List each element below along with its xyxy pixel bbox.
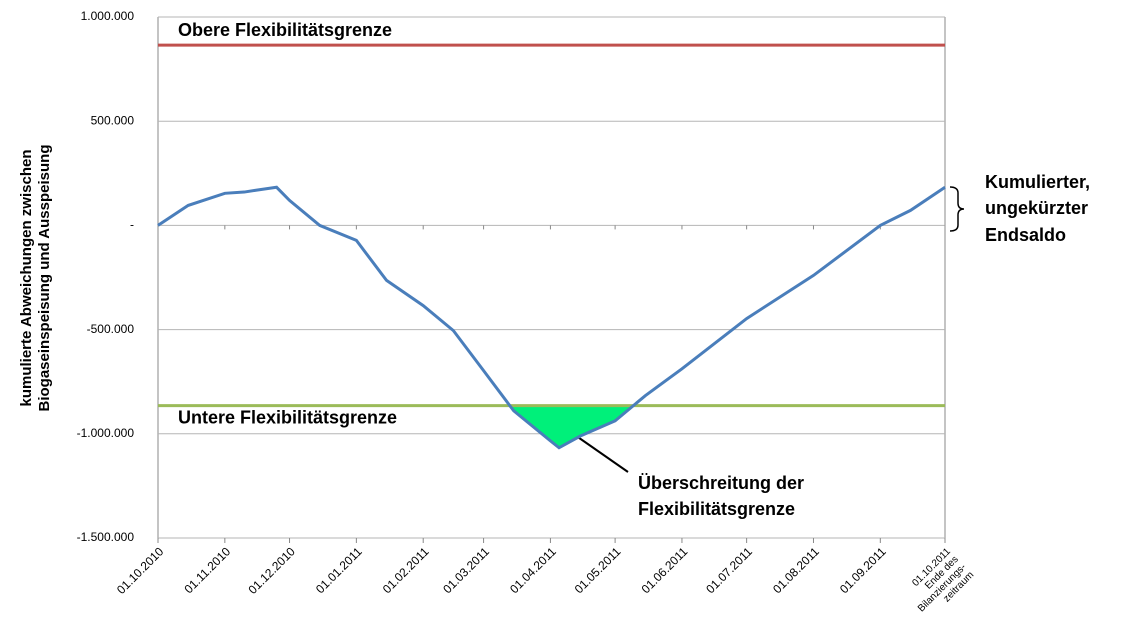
x-tick-label-text: 01.07.2011 <box>703 544 755 596</box>
limit-label: Obere Flexibilitätsgrenze <box>178 20 392 40</box>
x-tick-label: 01.08.2011 <box>770 544 822 596</box>
x-tick-label-text: 01.03.2011 <box>440 544 492 596</box>
x-tick-label: 01.04.2011 <box>507 544 559 596</box>
y-tick-label: - <box>130 218 134 232</box>
x-tick-label-text: 01.04.2011 <box>507 544 559 596</box>
annotation: ungekürzter <box>985 198 1088 218</box>
x-tick-label: 01.03.2011 <box>440 544 492 596</box>
x-tick-label: 01.01.2011 <box>313 544 365 596</box>
x-tick-label: 01.10.2010 <box>114 544 167 597</box>
y-tick-label: -1.500.000 <box>77 530 135 544</box>
x-tick-label-text: 01.10.2010 <box>114 544 167 597</box>
x-tick-label: 01.09.2011 <box>837 544 889 596</box>
exceed-area <box>509 405 634 448</box>
x-tick-label: 01.11.2010 <box>181 544 233 596</box>
x-tick-label: 01.05.2011 <box>572 544 624 596</box>
x-tick-label-text: 01.02.2011 <box>380 544 432 596</box>
x-tick-label: 01.06.2011 <box>639 544 691 596</box>
y-axis-title-line: kumulierte Abweichungen zwischen <box>18 150 35 407</box>
x-tick-label: 01.02.2011 <box>380 544 432 596</box>
y-tick-label: 500.000 <box>91 113 135 127</box>
x-tick-label-text: 01.09.2011 <box>837 544 889 596</box>
x-tick-label-text: 01.01.2011 <box>313 544 365 596</box>
limit-label: Untere Flexibilitätsgrenze <box>178 407 397 427</box>
x-tick-label-text: 01.11.2010 <box>181 544 233 596</box>
annotation: Flexibilitätsgrenze <box>638 499 795 519</box>
x-tick-label-text: 01.06.2011 <box>639 544 691 596</box>
y-tick-label: -1.000.000 <box>77 426 135 440</box>
x-tick-label: 01.12.2010 <box>246 544 299 597</box>
annotation: Kumulierter, <box>985 172 1090 192</box>
y-tick-label: -500.000 <box>87 322 135 336</box>
y-axis-title-line: Biogaseinspeisung und Ausspeisung <box>36 145 53 412</box>
annotation: Überschreitung der <box>638 473 804 493</box>
y-tick-label: 1.000.000 <box>81 9 135 23</box>
x-tick-label-text: 01.05.2011 <box>572 544 624 596</box>
x-tick-label: 01.07.2011 <box>703 544 755 596</box>
x-tick-label-text: 01.12.2010 <box>246 544 299 597</box>
brace <box>949 186 965 232</box>
series-line <box>157 185 946 450</box>
y-axis-title: kumulierte Abweichungen zwischen Biogase… <box>18 145 53 412</box>
x-tick-label-text: 01.08.2011 <box>770 544 822 596</box>
annotation: Endsaldo <box>985 225 1066 245</box>
